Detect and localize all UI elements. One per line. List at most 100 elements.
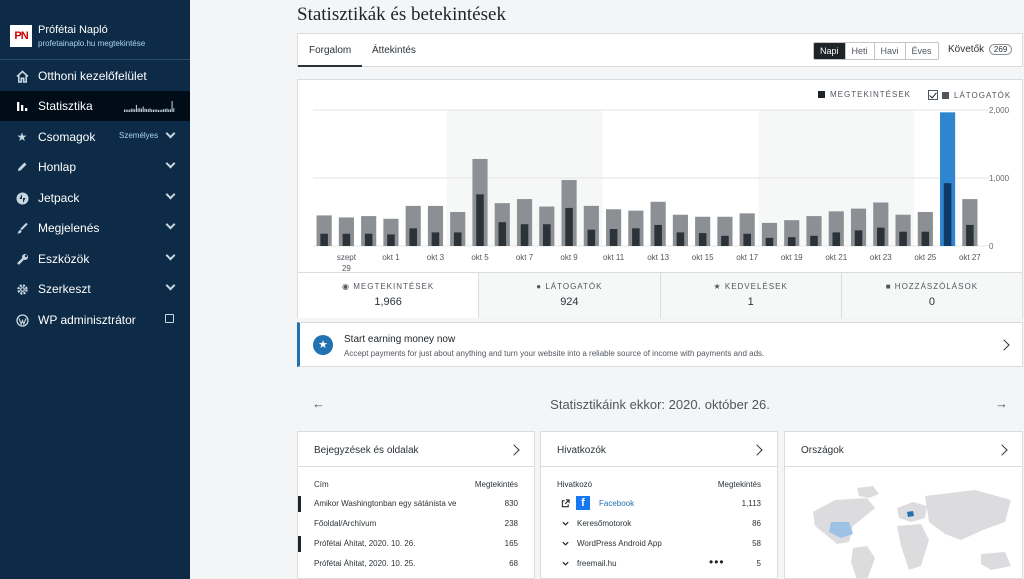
summary-views[interactable]: ◉ MEGTEKINTÉSEK 1,966 bbox=[298, 273, 480, 318]
chevron-down-icon[interactable] bbox=[165, 219, 176, 230]
chevron-down-icon[interactable] bbox=[561, 539, 570, 548]
chevron-down-icon[interactable] bbox=[561, 559, 570, 568]
summary-likes[interactable]: ★ KEDVELÉSEK 1 bbox=[660, 273, 842, 318]
row-label[interactable]: freemail.hu bbox=[577, 559, 617, 568]
bar-visitors bbox=[966, 224, 974, 246]
external-link-icon[interactable] bbox=[561, 499, 570, 508]
summary-comments[interactable]: ■ HOZZÁSZÓLÁSOK 0 bbox=[841, 273, 1022, 318]
divider bbox=[785, 466, 1022, 467]
chevron-down-icon[interactable] bbox=[561, 519, 570, 528]
sidebar-item-stats[interactable]: Statisztika bbox=[0, 91, 190, 121]
summary-value: 0 bbox=[928, 296, 935, 308]
table-row[interactable]: WordPress Android App 58 bbox=[541, 534, 777, 554]
sidebar-item-settings[interactable]: Szerkeszt bbox=[0, 274, 190, 304]
bar-views bbox=[316, 215, 332, 246]
chevron-down-icon[interactable] bbox=[165, 128, 176, 139]
arrow-right-icon[interactable]: → bbox=[995, 396, 1008, 411]
summary-visitors[interactable]: ● LÁTOGATÓK 924 bbox=[479, 273, 661, 318]
row-value: 68 bbox=[509, 559, 518, 568]
row-label[interactable]: WordPress Android App bbox=[577, 539, 662, 548]
chevron-right-icon[interactable] bbox=[998, 339, 1010, 351]
chevron-right-icon[interactable] bbox=[751, 444, 763, 456]
bar-visitors bbox=[721, 235, 729, 246]
map-asia bbox=[925, 490, 1011, 540]
row-label[interactable]: Prófétai Áhitat, 2020. 10. 26. bbox=[314, 539, 416, 548]
table-row[interactable]: Prófétai Áhitat, 2020. 10. 26. 165 bbox=[298, 534, 534, 554]
row-value: 86 bbox=[752, 519, 761, 528]
period-week[interactable]: Heti bbox=[845, 43, 875, 59]
chart-canvas: 0 1,000 2,000 szept 29 okt 1 okt 3 okt 5 okt 7 ok… bbox=[313, 106, 1010, 272]
y-tick-label: 2,000 bbox=[989, 106, 1010, 115]
legend-visitors[interactable]: LÁTOGATÓK bbox=[928, 90, 1011, 100]
table-row[interactable]: Amikor Washingtonban egy sátánista ve 830 bbox=[298, 494, 534, 514]
table-row[interactable]: Főoldal/Archívum 238 bbox=[298, 514, 534, 534]
bar-visitors bbox=[498, 222, 507, 246]
bar-visitors bbox=[921, 231, 930, 246]
page-title: Statisztikák és betekintések bbox=[297, 4, 506, 25]
chevron-down-icon[interactable] bbox=[165, 280, 176, 291]
sidebar-item-jetpack[interactable]: Jetpack bbox=[0, 183, 190, 213]
sidebar-item-home[interactable]: Otthoni kezelőfelület bbox=[0, 61, 190, 91]
x-tick-label: szept bbox=[337, 253, 357, 262]
map-north-america bbox=[813, 498, 875, 544]
sparkline-bar bbox=[146, 108, 148, 112]
legend-checkbox[interactable] bbox=[928, 90, 938, 100]
row-label[interactable]: Keresőmotorok bbox=[577, 519, 632, 528]
sidebar-item-label: Jetpack bbox=[38, 191, 80, 205]
tab-insights[interactable]: Áttekintés bbox=[372, 45, 416, 56]
period-month[interactable]: Havi bbox=[874, 43, 906, 59]
earn-banner[interactable]: ★ Start earning money now Accept payment… bbox=[297, 322, 1023, 367]
sidebar-item-appearance[interactable]: Megjelenés bbox=[0, 213, 190, 243]
sparkline-bar bbox=[127, 109, 129, 112]
sparkline-bar bbox=[166, 108, 168, 112]
star-icon: ★ bbox=[16, 130, 28, 144]
period-title: Statisztikáink ekkor: 2020. október 26. bbox=[550, 397, 770, 412]
column-header-views: Megtekintés bbox=[474, 480, 518, 489]
row-label[interactable]: Facebook bbox=[599, 499, 635, 508]
bar-visitors bbox=[587, 229, 596, 246]
map-south-america bbox=[851, 546, 875, 578]
table-row[interactable]: freemail.hu ••• 5 bbox=[541, 554, 777, 574]
sidebar-item-tools[interactable]: Eszközök bbox=[0, 244, 190, 274]
row-label[interactable]: Amikor Washingtonban egy sátánista ve bbox=[314, 499, 457, 508]
plan-badge: Személyes bbox=[119, 131, 159, 140]
sidebar-item-wp-admin[interactable]: WP adminisztrátor bbox=[0, 305, 190, 335]
bar-visitors bbox=[899, 231, 907, 246]
card-title[interactable]: Országok bbox=[801, 445, 844, 456]
more-icon[interactable]: ••• bbox=[709, 555, 725, 569]
sidebar-item-site[interactable]: Honlap bbox=[0, 152, 190, 182]
sparkline-bar bbox=[151, 109, 153, 112]
card-title[interactable]: Bejegyzések és oldalak bbox=[314, 445, 419, 456]
row-label[interactable]: Prófétai Áhitat, 2020. 10. 25. bbox=[314, 559, 416, 568]
bar-visitors bbox=[787, 237, 796, 246]
chevron-down-icon[interactable] bbox=[165, 158, 176, 169]
card-title[interactable]: Hivatkozók bbox=[557, 445, 606, 456]
x-tick-label: okt 13 bbox=[647, 253, 669, 262]
period-year[interactable]: Éves bbox=[905, 43, 938, 59]
chevron-down-icon[interactable] bbox=[165, 250, 176, 261]
sidebar-item-plans[interactable]: ★ Csomagok Személyes bbox=[0, 122, 190, 152]
table-row[interactable]: f Facebook 1,113 bbox=[541, 494, 777, 514]
referrers-card: Hivatkozók Hivatkozó Megtekintés f Faceb… bbox=[540, 431, 778, 579]
period-day[interactable]: Napi bbox=[814, 43, 846, 59]
sidebar-item-label: Megjelenés bbox=[38, 221, 100, 235]
tab-selected-indicator bbox=[298, 65, 362, 67]
sparkline-bar bbox=[135, 104, 137, 112]
arrow-left-icon[interactable]: ← bbox=[312, 396, 325, 411]
bar-visitors bbox=[654, 224, 662, 246]
bar-chart-icon bbox=[15, 99, 29, 113]
countries-card: Országok bbox=[784, 431, 1023, 579]
followers-link[interactable]: Követők 269 bbox=[948, 44, 1013, 55]
chevron-right-icon[interactable] bbox=[508, 444, 520, 456]
tab-traffic[interactable]: Forgalom bbox=[309, 45, 352, 56]
chevron-down-icon[interactable] bbox=[165, 189, 176, 200]
sparkline-bar bbox=[144, 108, 146, 112]
chevron-right-icon[interactable] bbox=[996, 444, 1008, 456]
table-row[interactable]: Keresőmotorok 86 bbox=[541, 514, 777, 534]
bar-visitors bbox=[453, 232, 462, 246]
table-row[interactable]: Prófétai Áhitat, 2020. 10. 25. 68 bbox=[298, 554, 534, 574]
site-switcher[interactable]: PN Prófétai Napló profetainaplo.hu megte… bbox=[8, 18, 188, 52]
row-label[interactable]: Főoldal/Archívum bbox=[314, 519, 377, 528]
legend-label: MEGTEKINTÉSEK bbox=[830, 90, 912, 99]
site-url-link[interactable]: profetainaplo.hu megtekintése bbox=[38, 39, 146, 48]
